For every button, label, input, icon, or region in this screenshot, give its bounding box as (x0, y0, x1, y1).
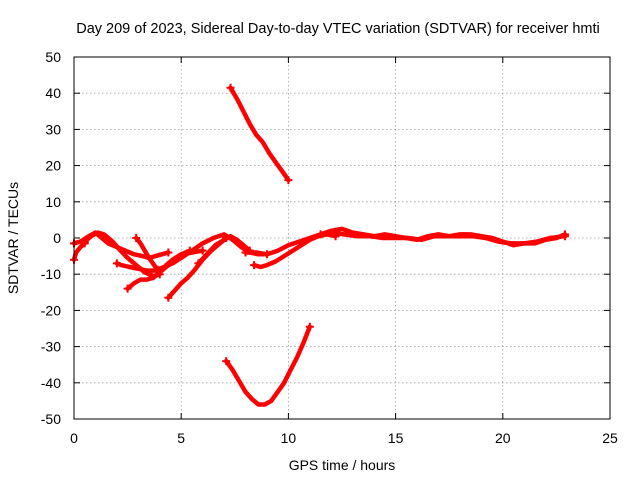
series-line-8 (196, 233, 253, 266)
y-tick-label: 40 (45, 85, 61, 101)
series-point-5-start (123, 284, 132, 293)
series-point-4-start (112, 259, 121, 268)
series-line-13 (223, 324, 313, 407)
series-point-13-end (305, 322, 314, 331)
x-tick-label: 15 (388, 430, 404, 446)
y-axis-label: SDTVAR / TECUs (5, 182, 21, 294)
grid-layer (74, 57, 610, 419)
y-tick-label: 50 (45, 49, 61, 65)
x-tick-label: 25 (602, 430, 618, 446)
x-tick-label: 0 (70, 430, 78, 446)
y-tick-label: -10 (41, 266, 61, 282)
series-point-3-start (80, 237, 89, 246)
series-point-9-start (250, 261, 259, 270)
series-point-6-end (198, 246, 207, 255)
series-line-3 (82, 230, 163, 279)
y-tick-label: 0 (53, 230, 61, 246)
series-layer (70, 83, 569, 407)
tick-layer: 0 5 10 15 20 25 -50 -40 -30 -20 -10 0 10 20 30 40 50 (41, 49, 618, 446)
series-line-12 (228, 85, 291, 183)
series-point-7-start (164, 293, 173, 302)
x-axis-label: GPS time / hours (289, 457, 396, 473)
series-point-2-end (164, 248, 173, 257)
x-tick-label: 10 (281, 430, 297, 446)
series-point-13-start (222, 357, 231, 366)
x-tick-label: 20 (495, 430, 511, 446)
series-point-11-start (316, 230, 325, 239)
series-point-12-start (226, 83, 235, 92)
y-tick-label: 10 (45, 194, 61, 210)
series-line-11 (318, 226, 568, 248)
y-tick-label: -20 (41, 302, 61, 318)
series-point-10-start (241, 248, 250, 257)
x-tick-label: 5 (177, 430, 185, 446)
y-tick-label: -50 (41, 411, 61, 427)
series-line-1 (71, 241, 87, 262)
series-line-6 (133, 235, 205, 273)
y-tick-label: -40 (41, 375, 61, 391)
series-point-12-end (284, 176, 293, 185)
y-tick-label: -30 (41, 339, 61, 355)
series-point-8-start (194, 259, 203, 268)
y-tick-label: 30 (45, 121, 61, 137)
series-point-6-start (132, 234, 141, 242)
y-tick-label: 20 (45, 158, 61, 174)
series-point-11-end (560, 230, 569, 239)
chart-title: Day 209 of 2023, Sidereal Day-to-day VTE… (76, 21, 600, 37)
